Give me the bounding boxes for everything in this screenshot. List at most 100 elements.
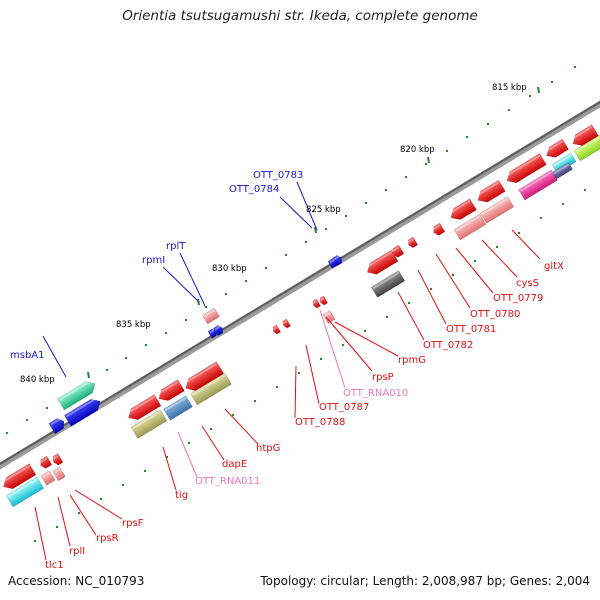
kbp-label: 835 kbp: [116, 320, 151, 330]
gene-feature[interactable]: [156, 379, 185, 405]
gene-feature[interactable]: [202, 307, 220, 325]
gene-feature[interactable]: [406, 236, 419, 249]
gene-feature[interactable]: [390, 244, 405, 259]
gene-label[interactable]: OTT_0788: [295, 417, 345, 428]
scale-tick: [342, 344, 344, 346]
gene-label[interactable]: msbA1: [10, 350, 45, 361]
kbp-label: 830 kbp: [212, 264, 247, 274]
map-title: Orientia tsutsugamushi str. Ikeda, compl…: [122, 8, 478, 24]
gene-label[interactable]: OTT_0787: [319, 402, 369, 413]
scale-tick: [574, 66, 576, 68]
gene-label[interactable]: rplI: [69, 546, 85, 557]
scale-tick: [56, 526, 58, 528]
leader-line: [224, 408, 259, 445]
gene-label[interactable]: tlc1: [45, 560, 64, 571]
gene-feature[interactable]: [48, 416, 67, 435]
gene-feature[interactable]: [318, 295, 328, 306]
scale-tick: [508, 109, 510, 111]
gene-label[interactable]: OTT_0784: [229, 184, 279, 195]
gene-feature[interactable]: [51, 453, 64, 467]
scale-tick: [166, 456, 168, 458]
scale-tick: [540, 217, 542, 219]
scale-tick: [100, 498, 102, 500]
gene-feature[interactable]: [573, 134, 600, 162]
gene-feature[interactable]: [64, 396, 103, 427]
gene-feature[interactable]: [190, 372, 232, 406]
gene-label[interactable]: rpmI: [142, 255, 165, 266]
gene-features[interactable]: [0, 124, 600, 508]
gene-feature[interactable]: [570, 124, 599, 150]
gene-label[interactable]: rpsF: [122, 518, 144, 529]
gene-feature[interactable]: [212, 324, 225, 337]
gene-feature[interactable]: [182, 361, 225, 395]
scale-tick: [474, 260, 476, 262]
gene-label[interactable]: gltX: [544, 261, 564, 272]
gene-feature[interactable]: [5, 476, 45, 508]
gene-feature[interactable]: [271, 324, 281, 335]
gene-feature[interactable]: [322, 310, 336, 324]
gene-feature[interactable]: [125, 394, 162, 424]
kbp-labels: 815 kbp 820 kbp 825 kbp 830 kbp 835 kbp 840 k…: [20, 83, 527, 385]
gene-label[interactable]: OTT_0782: [423, 340, 473, 351]
scale-tick: [386, 316, 388, 318]
scale-tick: [265, 267, 267, 269]
gene-feature[interactable]: [40, 470, 56, 486]
gene-label[interactable]: rpsP: [372, 372, 394, 383]
gene-feature[interactable]: [431, 222, 446, 237]
gene-label[interactable]: OTT_RNA011: [195, 476, 260, 487]
gene-label[interactable]: rpmG: [398, 355, 426, 366]
scale-tick: [225, 293, 227, 295]
scale-tick: [551, 81, 553, 83]
gene-feature[interactable]: [370, 270, 406, 298]
scale-tick: [320, 358, 322, 360]
gene-feature[interactable]: [163, 395, 193, 421]
gene-feature[interactable]: [551, 152, 577, 174]
gene-feature[interactable]: [518, 169, 558, 201]
leader-line: [305, 344, 320, 405]
gene-feature[interactable]: [475, 179, 506, 206]
gene-label[interactable]: OTT_0783: [253, 170, 303, 181]
gene-feature[interactable]: [57, 378, 99, 411]
gene-feature[interactable]: [364, 249, 399, 278]
gene-feature[interactable]: [38, 455, 53, 470]
gene-feature[interactable]: [0, 463, 37, 493]
gene-label[interactable]: OTT_0780: [470, 309, 520, 320]
leader-line: [201, 425, 225, 461]
gene-feature[interactable]: [327, 258, 338, 269]
gene-feature[interactable]: [52, 466, 66, 482]
scale-tick: [6, 432, 8, 434]
topology-text: Topology: circular; Length: 2,008,987 bp…: [260, 574, 590, 588]
label-leaders: [34, 181, 541, 561]
scale-tick: [46, 407, 48, 409]
gene-label[interactable]: cysS: [516, 278, 539, 289]
gene-feature[interactable]: [448, 198, 477, 224]
kbp-label: 820 kbp: [400, 145, 435, 155]
gene-feature[interactable]: [130, 409, 168, 439]
accession-text: Accession: NC_010793: [8, 574, 145, 588]
major-tick: [537, 86, 540, 94]
gene-label[interactable]: OTT_RNA010: [343, 388, 408, 399]
scale-tick: [496, 246, 498, 248]
scale-tick: [210, 428, 212, 430]
gene-label[interactable]: rpsR: [96, 533, 119, 544]
gene-feature[interactable]: [281, 318, 291, 329]
scale-tick: [245, 280, 247, 282]
scale-tick: [487, 123, 489, 125]
gene-label[interactable]: dapE: [222, 459, 247, 470]
gene-feature[interactable]: [504, 153, 547, 187]
gene-label[interactable]: OTT_0781: [446, 324, 496, 335]
gene-label[interactable]: OTT_0779: [493, 293, 543, 304]
leader-line: [162, 266, 200, 303]
leader-line: [179, 252, 206, 307]
gene-label[interactable]: htpG: [256, 443, 280, 454]
gene-label[interactable]: tig: [175, 490, 188, 501]
gene-label[interactable]: rplT: [166, 241, 186, 252]
gene-feature[interactable]: [453, 213, 487, 241]
gene-feature[interactable]: [311, 298, 321, 309]
gene-feature[interactable]: [479, 196, 515, 224]
gene-feature[interactable]: [543, 138, 569, 161]
gene-feature[interactable]: [207, 328, 218, 339]
scale-tick: [518, 232, 520, 234]
